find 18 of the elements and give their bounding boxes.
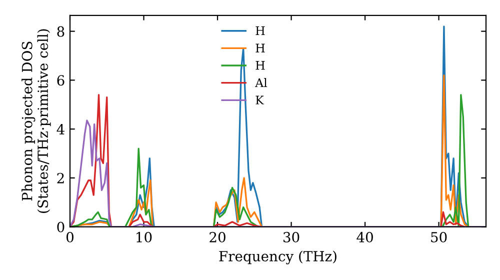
y-tick-label: 8 bbox=[57, 26, 64, 37]
legend-label: H bbox=[256, 61, 265, 70]
legend-label: Al bbox=[255, 78, 268, 87]
x-axis-title: Frequency (THz) bbox=[219, 250, 336, 264]
x-tick-label: 40 bbox=[356, 232, 373, 242]
legend-label: H bbox=[256, 26, 265, 35]
y-axis-title: Phonon projected DOS (States/THz·primitive cell) bbox=[22, 29, 51, 213]
legend-label: K bbox=[256, 96, 264, 104]
x-tick-label: 20 bbox=[210, 232, 226, 242]
y-tick-label: 2 bbox=[57, 172, 64, 184]
x-tick-label: 0 bbox=[66, 232, 74, 242]
x-tick-label: 10 bbox=[136, 232, 152, 242]
x-tick-label: 50 bbox=[431, 232, 447, 242]
y-tick-label: 4 bbox=[56, 124, 64, 134]
y-tick-label: 0 bbox=[57, 222, 64, 232]
legend-label: H bbox=[256, 44, 265, 52]
y-tick-label: 6 bbox=[57, 75, 64, 86]
x-tick-label: 30 bbox=[284, 232, 300, 242]
